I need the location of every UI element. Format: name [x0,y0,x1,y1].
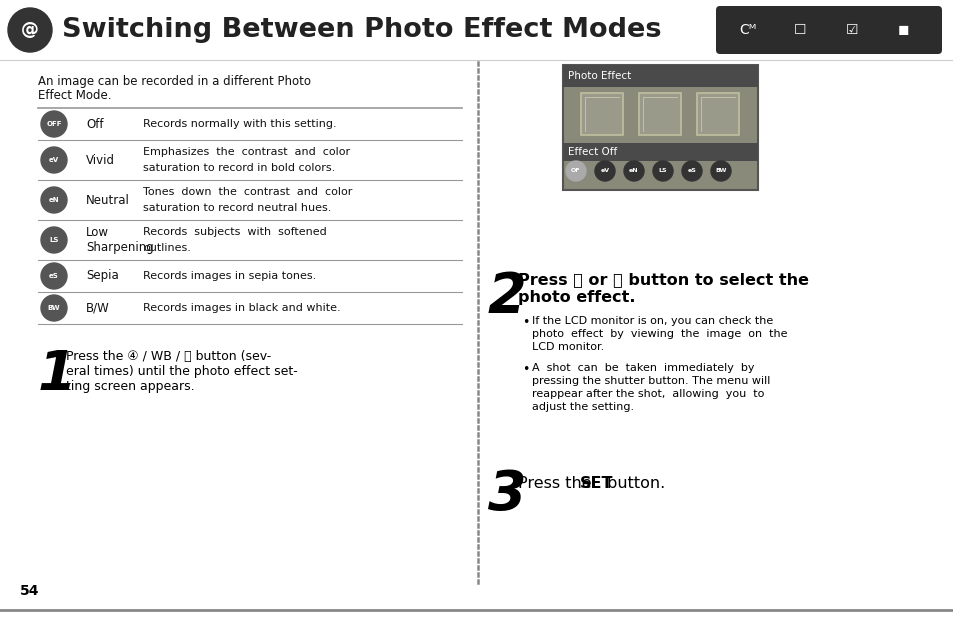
Bar [562,143,758,161]
Circle shape [41,187,67,213]
Circle shape [41,263,67,289]
Text: Effect Off: Effect Off [567,147,617,157]
Bar [639,93,680,135]
Circle shape [681,161,701,181]
Text: pressing the shutter button. The menu will: pressing the shutter button. The menu wi… [532,376,770,386]
Text: If the LCD monitor is on, you can check the: If the LCD monitor is on, you can check … [532,316,773,326]
Text: BW: BW [48,305,60,311]
Text: @: @ [21,21,39,39]
Text: Switching Between Photo Effect Modes: Switching Between Photo Effect Modes [62,17,660,43]
Text: Vivid: Vivid [86,153,115,166]
Text: eral times) until the photo effect set-: eral times) until the photo effect set- [66,365,297,378]
Text: Records images in black and white.: Records images in black and white. [143,303,340,313]
Text: ting screen appears.: ting screen appears. [66,380,194,393]
Circle shape [595,161,615,181]
Text: Sepia: Sepia [86,269,118,282]
Text: eS: eS [49,273,59,279]
Circle shape [710,161,730,181]
Text: eV: eV [49,157,59,163]
Text: LS: LS [658,169,666,174]
Circle shape [41,227,67,253]
Text: saturation to record neutral hues.: saturation to record neutral hues. [143,203,331,213]
Text: ☑: ☑ [845,23,858,37]
Text: photo  effect  by  viewing  the  image  on  the: photo effect by viewing the image on the [532,329,786,339]
Text: Neutral: Neutral [86,193,130,206]
Text: eS: eS [687,169,696,174]
FancyBboxPatch shape [716,6,941,54]
Circle shape [41,147,67,173]
Text: eN: eN [49,197,59,203]
Text: B/W: B/W [86,302,110,315]
Text: 2: 2 [488,270,526,324]
Text: 54: 54 [20,584,39,598]
Circle shape [623,161,643,181]
Text: Press the: Press the [517,476,597,491]
Text: eN: eN [629,169,639,174]
Text: SET: SET [579,476,613,491]
Text: LCD monitor.: LCD monitor. [532,342,603,352]
Text: •: • [521,363,529,376]
Text: Records normally with this setting.: Records normally with this setting. [143,119,336,129]
Text: Cᴹ: Cᴹ [739,23,756,37]
Circle shape [8,8,52,52]
Text: reappear after the shot,  allowing  you  to: reappear after the shot, allowing you to [532,389,763,399]
Text: LS: LS [50,237,59,243]
Text: BW: BW [715,169,726,174]
Text: photo effect.: photo effect. [517,290,635,305]
Bar [562,65,758,87]
Text: 1: 1 [38,348,76,402]
Text: Records  subjects  with  softened: Records subjects with softened [143,227,327,237]
Text: saturation to record in bold colors.: saturation to record in bold colors. [143,163,335,173]
Text: Press the ④ / WB / ⓐ button (sev-: Press the ④ / WB / ⓐ button (sev- [66,350,271,363]
Bar [580,93,622,135]
Circle shape [41,295,67,321]
Text: 3: 3 [488,468,526,522]
Text: outlines.: outlines. [143,243,191,253]
Text: Photo Effect: Photo Effect [567,71,631,81]
Text: adjust the setting.: adjust the setting. [532,402,634,412]
Text: Records images in sepia tones.: Records images in sepia tones. [143,271,315,281]
Circle shape [565,161,585,181]
Text: An image can be recorded in a different Photo: An image can be recorded in a different … [38,75,311,88]
Text: Low: Low [86,226,109,239]
Text: OFF: OFF [46,121,62,127]
Bar [697,93,739,135]
Circle shape [652,161,672,181]
Text: A  shot  can  be  taken  immediately  by: A shot can be taken immediately by [532,363,754,373]
Bar [562,65,758,190]
Circle shape [41,111,67,137]
Text: Sharpening: Sharpening [86,242,153,255]
Text: OF: OF [571,169,580,174]
Text: Effect Mode.: Effect Mode. [38,89,112,102]
Text: Emphasizes  the  contrast  and  color: Emphasizes the contrast and color [143,147,350,157]
Text: Tones  down  the  contrast  and  color: Tones down the contrast and color [143,187,352,197]
Text: Press ⓔ or ⓑ button to select the: Press ⓔ or ⓑ button to select the [517,272,808,287]
Text: eV: eV [599,169,609,174]
Text: ☐: ☐ [793,23,805,37]
Text: Off: Off [86,117,103,130]
Text: ◼: ◼ [898,23,909,37]
Text: •: • [521,316,529,329]
Text: button.: button. [602,476,665,491]
